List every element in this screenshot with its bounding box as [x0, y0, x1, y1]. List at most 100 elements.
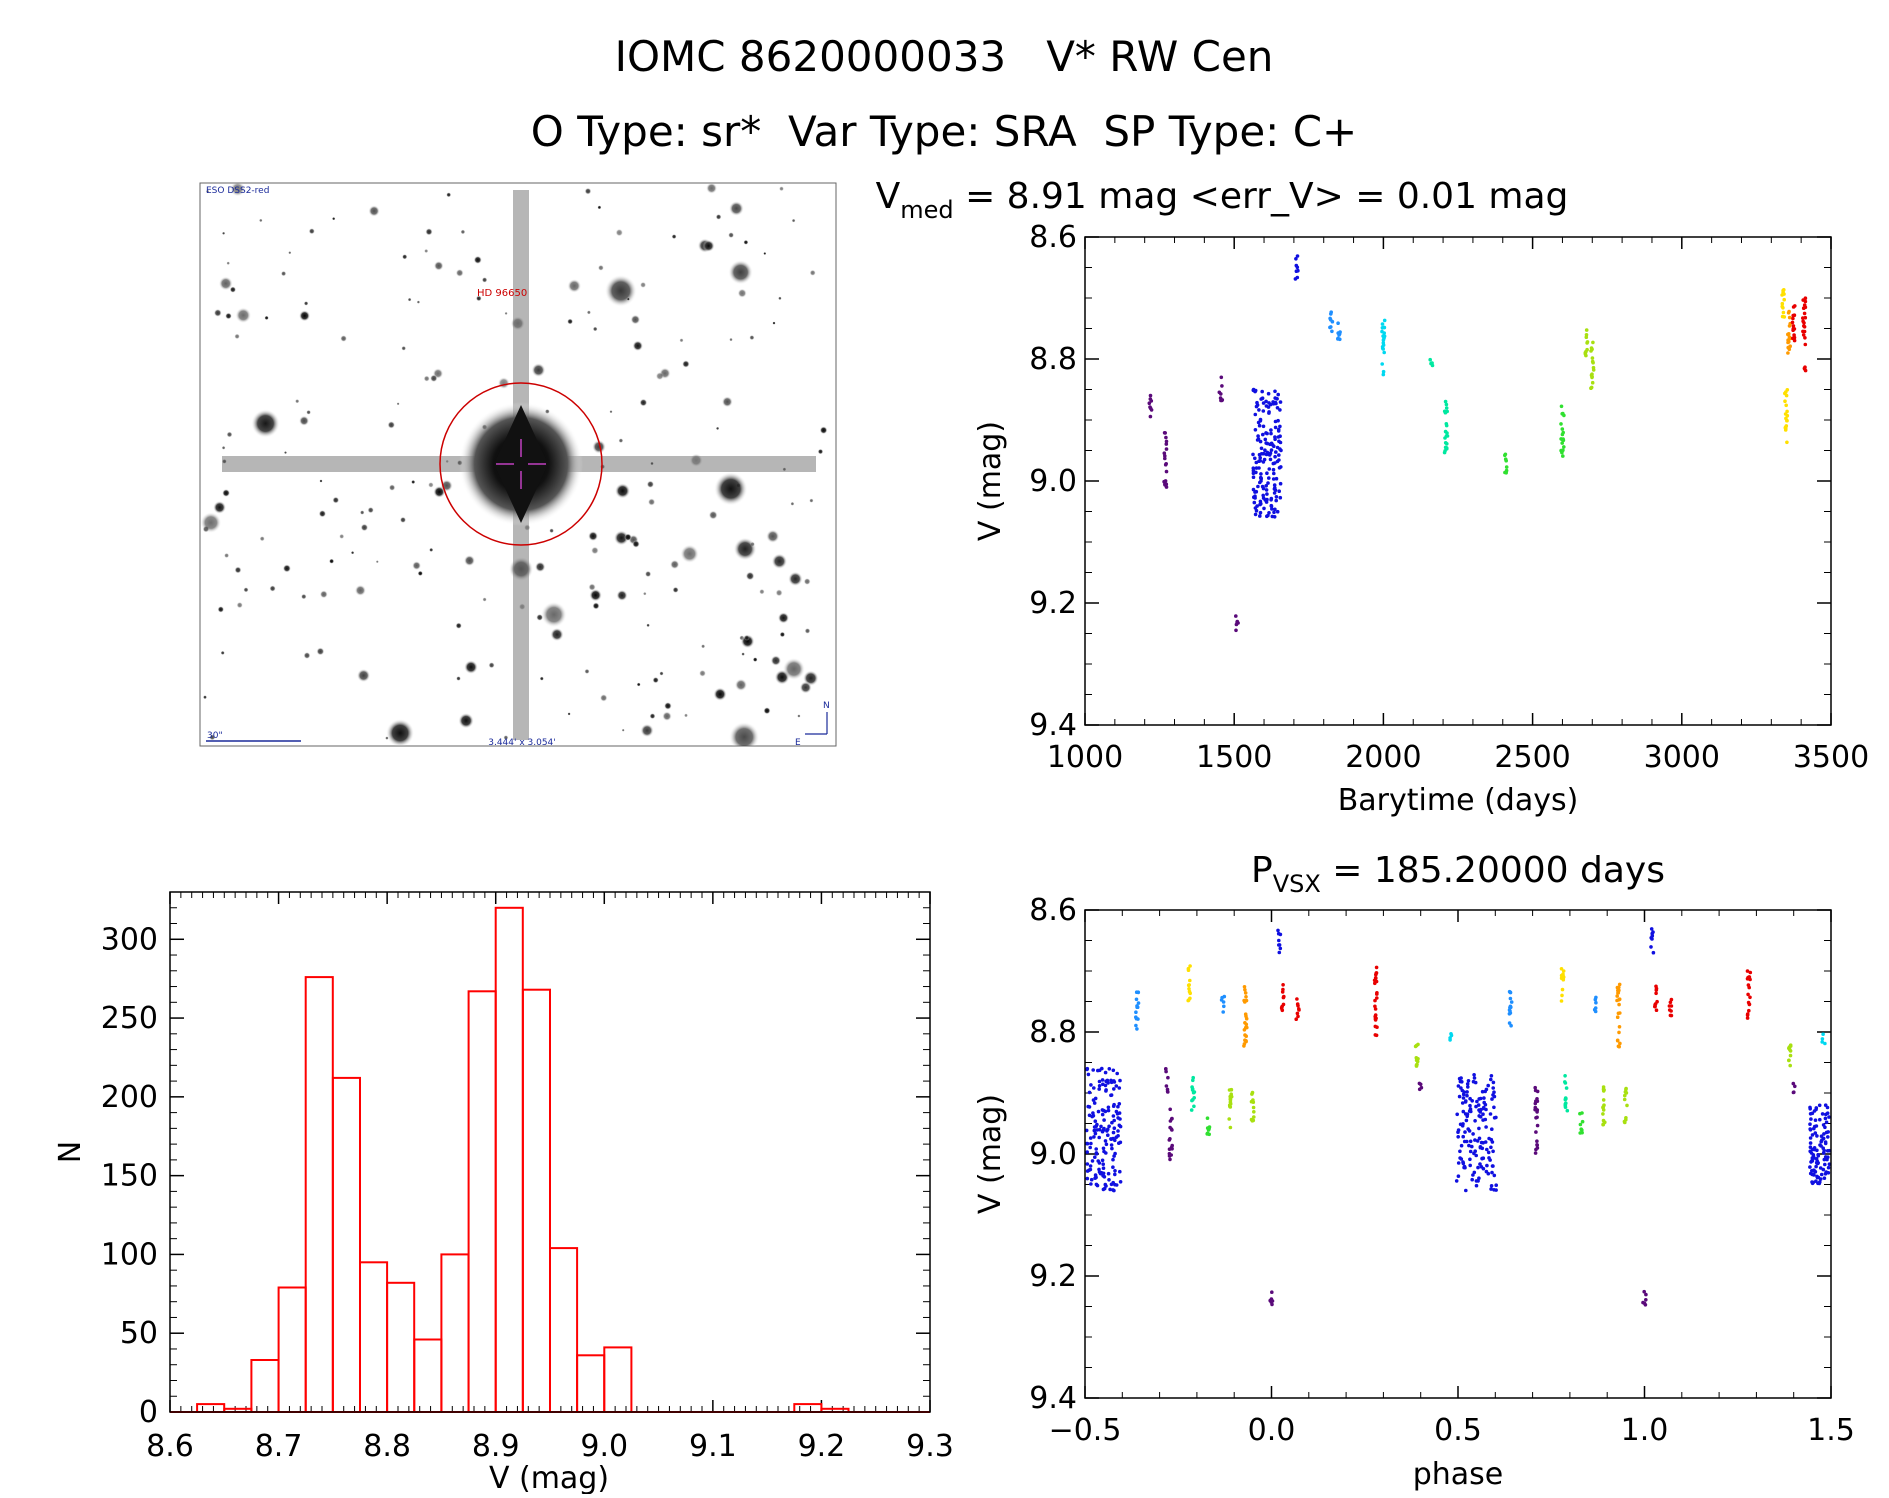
- chart3-point: [1494, 1183, 1498, 1187]
- chart3-point: [1249, 1099, 1254, 1104]
- chart3-point: [1618, 1011, 1622, 1015]
- chart3-point: [1669, 1013, 1674, 1018]
- sky-star: [684, 713, 688, 718]
- chart1-point: [1235, 620, 1239, 624]
- sky-star: [615, 228, 624, 237]
- chart3-points: [1084, 927, 1832, 1307]
- chart1-point: [1784, 390, 1788, 394]
- chart3-point: [1615, 998, 1619, 1003]
- chart3-point: [1810, 1133, 1815, 1137]
- chart3-point: [1478, 1096, 1483, 1101]
- chart1-point: [1561, 454, 1565, 458]
- chart3-point: [1820, 1040, 1824, 1044]
- chart1-point: [1270, 443, 1275, 447]
- chart3-point: [1090, 1159, 1095, 1163]
- chart3-point: [1470, 1177, 1474, 1182]
- chart1-point: [1164, 435, 1168, 440]
- chart3-point: [1092, 1125, 1097, 1129]
- chart3-axes-frame: [1084, 909, 1832, 1399]
- chart3-point: [1166, 1075, 1170, 1080]
- chart1-point: [1791, 328, 1795, 333]
- chart1-ytick-label: 8.8: [1029, 342, 1077, 377]
- chart1-point: [1261, 432, 1265, 437]
- sky-star: [230, 183, 246, 197]
- chart1-point: [1253, 496, 1257, 500]
- chart1-point: [1269, 496, 1274, 501]
- sky-star: [749, 335, 755, 341]
- histogram-bar: [603, 1346, 633, 1414]
- chart3-point: [1245, 1025, 1249, 1030]
- sky-star: [766, 529, 780, 543]
- chart3-point: [1615, 1015, 1620, 1019]
- chart1-point: [1783, 425, 1788, 430]
- chart3-point: [1415, 1062, 1419, 1067]
- chart1-point: [1258, 439, 1263, 444]
- chart3-point: [1114, 1084, 1119, 1088]
- sky-star: [303, 652, 311, 659]
- chart3-point: [1602, 1087, 1606, 1092]
- chart3-point: [1471, 1132, 1475, 1136]
- chart1-point: [1329, 310, 1333, 315]
- chart3-point: [1822, 1176, 1827, 1180]
- chart1-point: [1381, 338, 1386, 342]
- sky-image: ESO DSS2-red HD 96650 30" 3.444' x 3.054…: [199, 182, 837, 748]
- sky-star: [759, 588, 765, 595]
- chart3-point: [1106, 1108, 1111, 1113]
- chart3-point: [1103, 1139, 1108, 1143]
- chart3-point: [1618, 1041, 1622, 1046]
- chart1-point: [1269, 448, 1274, 452]
- chart1-point: [1785, 409, 1789, 414]
- chart1-point: [1336, 336, 1340, 341]
- chart3-point: [1252, 1110, 1256, 1114]
- chart3-point: [1533, 1101, 1538, 1106]
- sky-star: [234, 566, 242, 574]
- sky-star: [778, 296, 782, 301]
- sky-star: [339, 533, 345, 540]
- magnitude-histogram: 8.6 8.7 8.8 8.9 9.0 9.1 9.2 9.3 0 50 100 150 200 250 3…: [53, 891, 954, 1496]
- chart1-point: [1164, 469, 1169, 474]
- chart3-point: [1104, 1089, 1108, 1093]
- sky-star: [497, 377, 510, 390]
- sky-star: [455, 268, 464, 277]
- chart1-point: [1264, 441, 1268, 445]
- sky-star: [205, 189, 210, 194]
- chart3-point: [1243, 988, 1247, 992]
- chart1-point: [1793, 304, 1797, 308]
- chart1-point: [1259, 397, 1263, 401]
- chart1-point: [1220, 384, 1224, 388]
- sky-star: [640, 723, 654, 738]
- chart3-point: [1089, 1141, 1093, 1146]
- chart1-point: [1264, 484, 1268, 488]
- sky-star: [458, 712, 474, 729]
- sky-star: [428, 482, 434, 488]
- chart1-point: [1267, 467, 1272, 471]
- chart1-point: [1265, 497, 1269, 502]
- chart3-point: [1461, 1160, 1465, 1164]
- chart1-point: [1273, 461, 1277, 465]
- sky-star: [386, 718, 415, 746]
- chart3-point: [1093, 1119, 1098, 1123]
- chart3-point: [1109, 1093, 1114, 1097]
- chart3-point: [1189, 1108, 1194, 1112]
- chart1-point: [1780, 301, 1785, 306]
- chart1-point: [1803, 336, 1807, 340]
- chart3-point: [1186, 983, 1191, 988]
- chart3-point: [1474, 1153, 1478, 1158]
- chart1-point: [1590, 372, 1594, 377]
- chart3-point: [1535, 1115, 1539, 1120]
- chart3-point: [1250, 1090, 1255, 1095]
- chart1-xtick-label: 2500: [1494, 740, 1570, 775]
- chart1-point: [1261, 424, 1266, 429]
- chart1-point: [1262, 506, 1266, 511]
- chart1-point: [1256, 420, 1261, 425]
- chart3-point: [1101, 1166, 1106, 1170]
- chart3-point: [1594, 1000, 1598, 1005]
- sky-star: [639, 398, 648, 407]
- sky-star: [332, 217, 336, 221]
- sky-star: [713, 687, 727, 701]
- chart1-point: [1278, 495, 1283, 500]
- chart1-point: [1164, 482, 1169, 487]
- sky-star: [771, 553, 788, 570]
- chart3-point: [1654, 991, 1658, 996]
- chart1-point: [1380, 362, 1384, 366]
